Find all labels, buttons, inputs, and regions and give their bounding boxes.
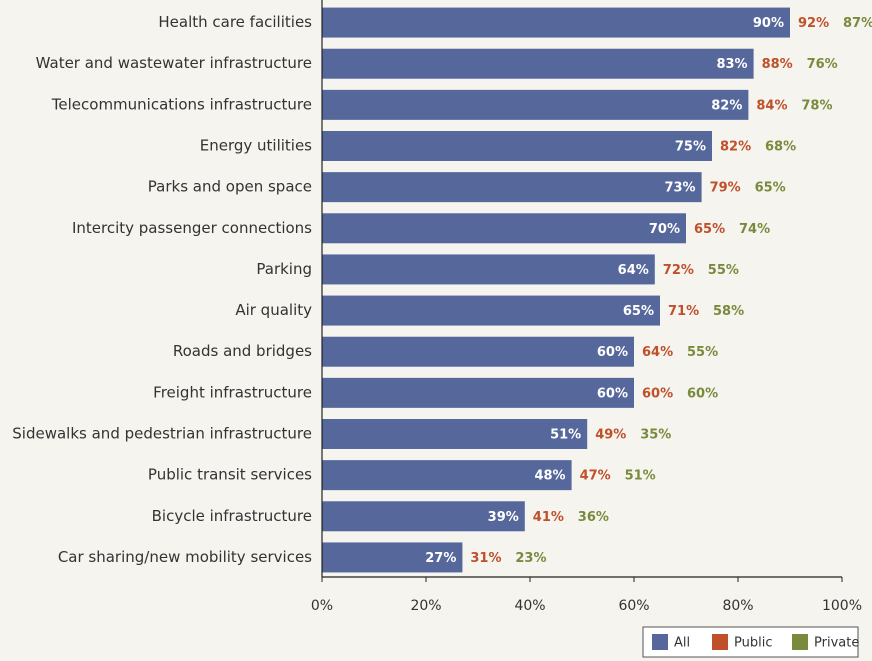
category-label: Parking [256, 260, 312, 278]
category-label: Sidewalks and pedestrian infrastructure [12, 425, 312, 443]
value-label: 60% [687, 386, 718, 401]
value-label: 64% [642, 345, 673, 360]
value-label: 31% [470, 551, 501, 566]
bar [322, 7, 790, 38]
legend-swatch [712, 634, 728, 650]
bar [322, 336, 634, 367]
bar [322, 501, 525, 532]
value-label: 47% [580, 469, 611, 484]
value-label: 60% [597, 345, 628, 360]
value-label: 90% [753, 16, 784, 31]
value-label: 58% [713, 304, 744, 319]
value-label: 87% [843, 16, 872, 31]
category-label: Freight infrastructure [153, 383, 312, 401]
bar [322, 542, 463, 573]
value-label: 72% [663, 263, 694, 278]
legend-box [642, 626, 859, 658]
value-label: 55% [687, 345, 718, 360]
category-label: Roads and bridges [173, 342, 312, 360]
value-label: 65% [694, 222, 725, 237]
x-tick-label: 40% [514, 598, 545, 614]
bar [322, 213, 686, 244]
value-label: 83% [716, 57, 747, 72]
bar [322, 419, 588, 449]
value-label: 39% [488, 510, 519, 525]
value-label: 49% [595, 428, 626, 443]
category-label: Air quality [235, 301, 312, 319]
bar [322, 131, 712, 161]
bar [322, 295, 660, 326]
value-label: 65% [623, 304, 654, 319]
category-label: Health care facilities [158, 13, 312, 31]
legend-label: Public [734, 636, 772, 651]
category-label: Telecommunications infrastructure [51, 95, 312, 113]
value-label: 75% [675, 140, 706, 155]
value-label: 48% [534, 469, 565, 484]
category-label: Water and wastewater infrastructure [36, 54, 312, 72]
x-tick-label: 20% [410, 598, 441, 614]
bar [322, 460, 572, 491]
value-label: 65% [755, 181, 786, 196]
bar [322, 48, 754, 79]
x-tick-label: 80% [722, 598, 753, 614]
value-label: 51% [550, 428, 581, 443]
category-label: Car sharing/new mobility services [58, 548, 312, 566]
category-label: Parks and open space [148, 178, 312, 196]
value-label: 36% [578, 510, 609, 525]
category-label: Public transit services [148, 466, 312, 484]
value-label: 73% [664, 181, 695, 196]
value-label: 82% [720, 140, 751, 155]
value-label: 41% [533, 510, 564, 525]
value-label: 68% [765, 140, 796, 155]
legend-swatch [792, 634, 808, 650]
legend-label: All [674, 636, 690, 651]
value-label: 35% [640, 428, 671, 443]
x-tick-label: 0% [311, 598, 333, 614]
value-label: 74% [739, 222, 770, 237]
value-label: 27% [425, 551, 456, 566]
value-label: 60% [597, 386, 628, 401]
bar [322, 172, 702, 203]
value-label: 76% [807, 57, 838, 72]
bar [322, 89, 749, 120]
bar [322, 377, 634, 408]
legend-swatch [652, 634, 668, 650]
bar [322, 254, 655, 285]
x-tick-label: 100% [822, 598, 862, 614]
value-label: 88% [762, 57, 793, 72]
value-label: 64% [618, 263, 649, 278]
value-label: 82% [711, 98, 742, 113]
value-label: 79% [710, 181, 741, 196]
value-label: 55% [708, 263, 739, 278]
value-label: 71% [668, 304, 699, 319]
value-label: 78% [801, 98, 832, 113]
x-tick-label: 60% [618, 598, 649, 614]
legend-label: Private [814, 636, 859, 651]
value-label: 51% [625, 469, 656, 484]
value-label: 60% [642, 386, 673, 401]
value-label: 92% [798, 16, 829, 31]
category-label: Bicycle infrastructure [152, 507, 312, 525]
category-label: Energy utilities [200, 137, 312, 155]
value-label: 84% [756, 98, 787, 113]
value-label: 23% [515, 551, 546, 566]
category-label: Intercity passenger connections [72, 219, 312, 237]
value-label: 70% [649, 222, 680, 237]
